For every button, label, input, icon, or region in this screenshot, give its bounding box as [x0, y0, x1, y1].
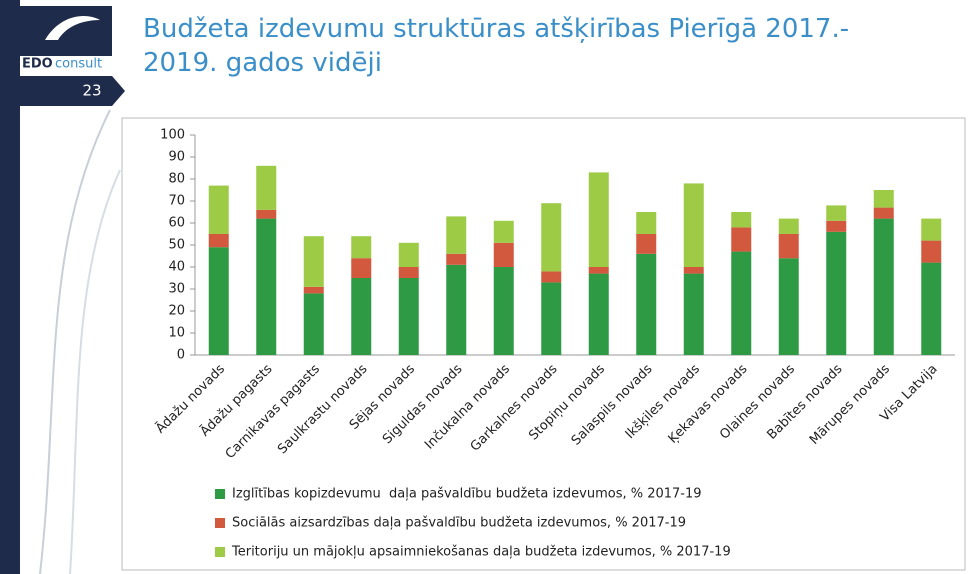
- bar-segment: [446, 264, 467, 355]
- bar-segment: [493, 267, 514, 355]
- y-tick-label: 100: [160, 128, 185, 143]
- y-tick-label: 50: [168, 238, 185, 253]
- bar-segment: [541, 271, 562, 283]
- bar-segment: [256, 165, 277, 210]
- y-tick-label: 80: [168, 172, 185, 187]
- bar-segment: [541, 203, 562, 272]
- bar-segment: [873, 218, 894, 355]
- number-box: [20, 76, 125, 106]
- bar-segment: [873, 190, 894, 208]
- bar-segment: [541, 282, 562, 355]
- y-tick-label: 10: [168, 326, 185, 341]
- bar-segment: [826, 220, 847, 232]
- y-tick-label: 70: [168, 194, 185, 209]
- bar-segment: [446, 216, 467, 254]
- bar-segment: [683, 273, 704, 355]
- y-tick-label: 20: [168, 304, 185, 319]
- bar-segment: [588, 273, 609, 355]
- bar-segment: [303, 236, 324, 287]
- legend-swatch: [215, 489, 225, 499]
- legend-label: Izglītības kopizdevumu daļa pašvaldību b…: [232, 487, 702, 502]
- bar-segment: [921, 218, 942, 241]
- bar-segment: [351, 236, 372, 259]
- bar-segment: [921, 240, 942, 263]
- y-tick-label: 0: [177, 348, 185, 363]
- legend-label: Sociālās aizsardzības daļa pašvaldību bu…: [232, 516, 686, 531]
- bar-segment: [636, 253, 657, 355]
- bar-segment: [303, 293, 324, 355]
- bar-segment: [351, 278, 372, 355]
- bar-segment: [208, 234, 229, 248]
- bar-segment: [398, 242, 419, 267]
- bar-segment: [778, 258, 799, 355]
- bar-segment: [636, 212, 657, 234]
- bar-segment: [636, 234, 657, 254]
- bar-segment: [303, 286, 324, 294]
- chart-title: Budžeta izdevumu struktūras atšķirības P…: [143, 14, 850, 78]
- bar-segment: [398, 278, 419, 355]
- bar-segment: [351, 258, 372, 278]
- bar-segment: [588, 267, 609, 274]
- bar-segment: [873, 207, 894, 219]
- bar-segment: [446, 253, 467, 265]
- logo-mark: [45, 16, 100, 40]
- legend-swatch: [215, 518, 225, 528]
- bar-segment: [588, 172, 609, 267]
- bar-segment: [731, 251, 752, 355]
- bar-segment: [256, 209, 277, 219]
- logo-box: [20, 6, 112, 56]
- bar-segment: [398, 267, 419, 278]
- legend-label: Teritoriju un mājokļu apsaimniekošanas d…: [231, 545, 731, 560]
- bar-segment: [683, 267, 704, 274]
- legend-swatch: [215, 547, 225, 557]
- y-tick-label: 30: [168, 282, 185, 297]
- side-strip: [0, 0, 20, 574]
- logo-word: consult: [55, 57, 102, 72]
- bar-segment: [826, 231, 847, 355]
- bar-segment: [778, 234, 799, 259]
- slide-number: 23: [82, 82, 101, 100]
- y-tick-label: 40: [168, 260, 185, 275]
- bar-segment: [208, 185, 229, 234]
- bar-segment: [778, 218, 799, 234]
- logo-brand: EDO: [22, 57, 53, 72]
- bar-segment: [493, 242, 514, 267]
- bar-segment: [731, 212, 752, 228]
- bar-segment: [493, 220, 514, 243]
- bar-segment: [921, 262, 942, 355]
- bar-segment: [256, 218, 277, 355]
- decor-curve: [69, 169, 121, 574]
- decor-curve: [39, 109, 111, 574]
- y-tick-label: 60: [168, 216, 185, 231]
- bar-segment: [731, 227, 752, 252]
- bar-segment: [826, 205, 847, 221]
- y-tick-label: 90: [168, 150, 185, 165]
- bar-segment: [208, 247, 229, 355]
- bar-segment: [683, 183, 704, 267]
